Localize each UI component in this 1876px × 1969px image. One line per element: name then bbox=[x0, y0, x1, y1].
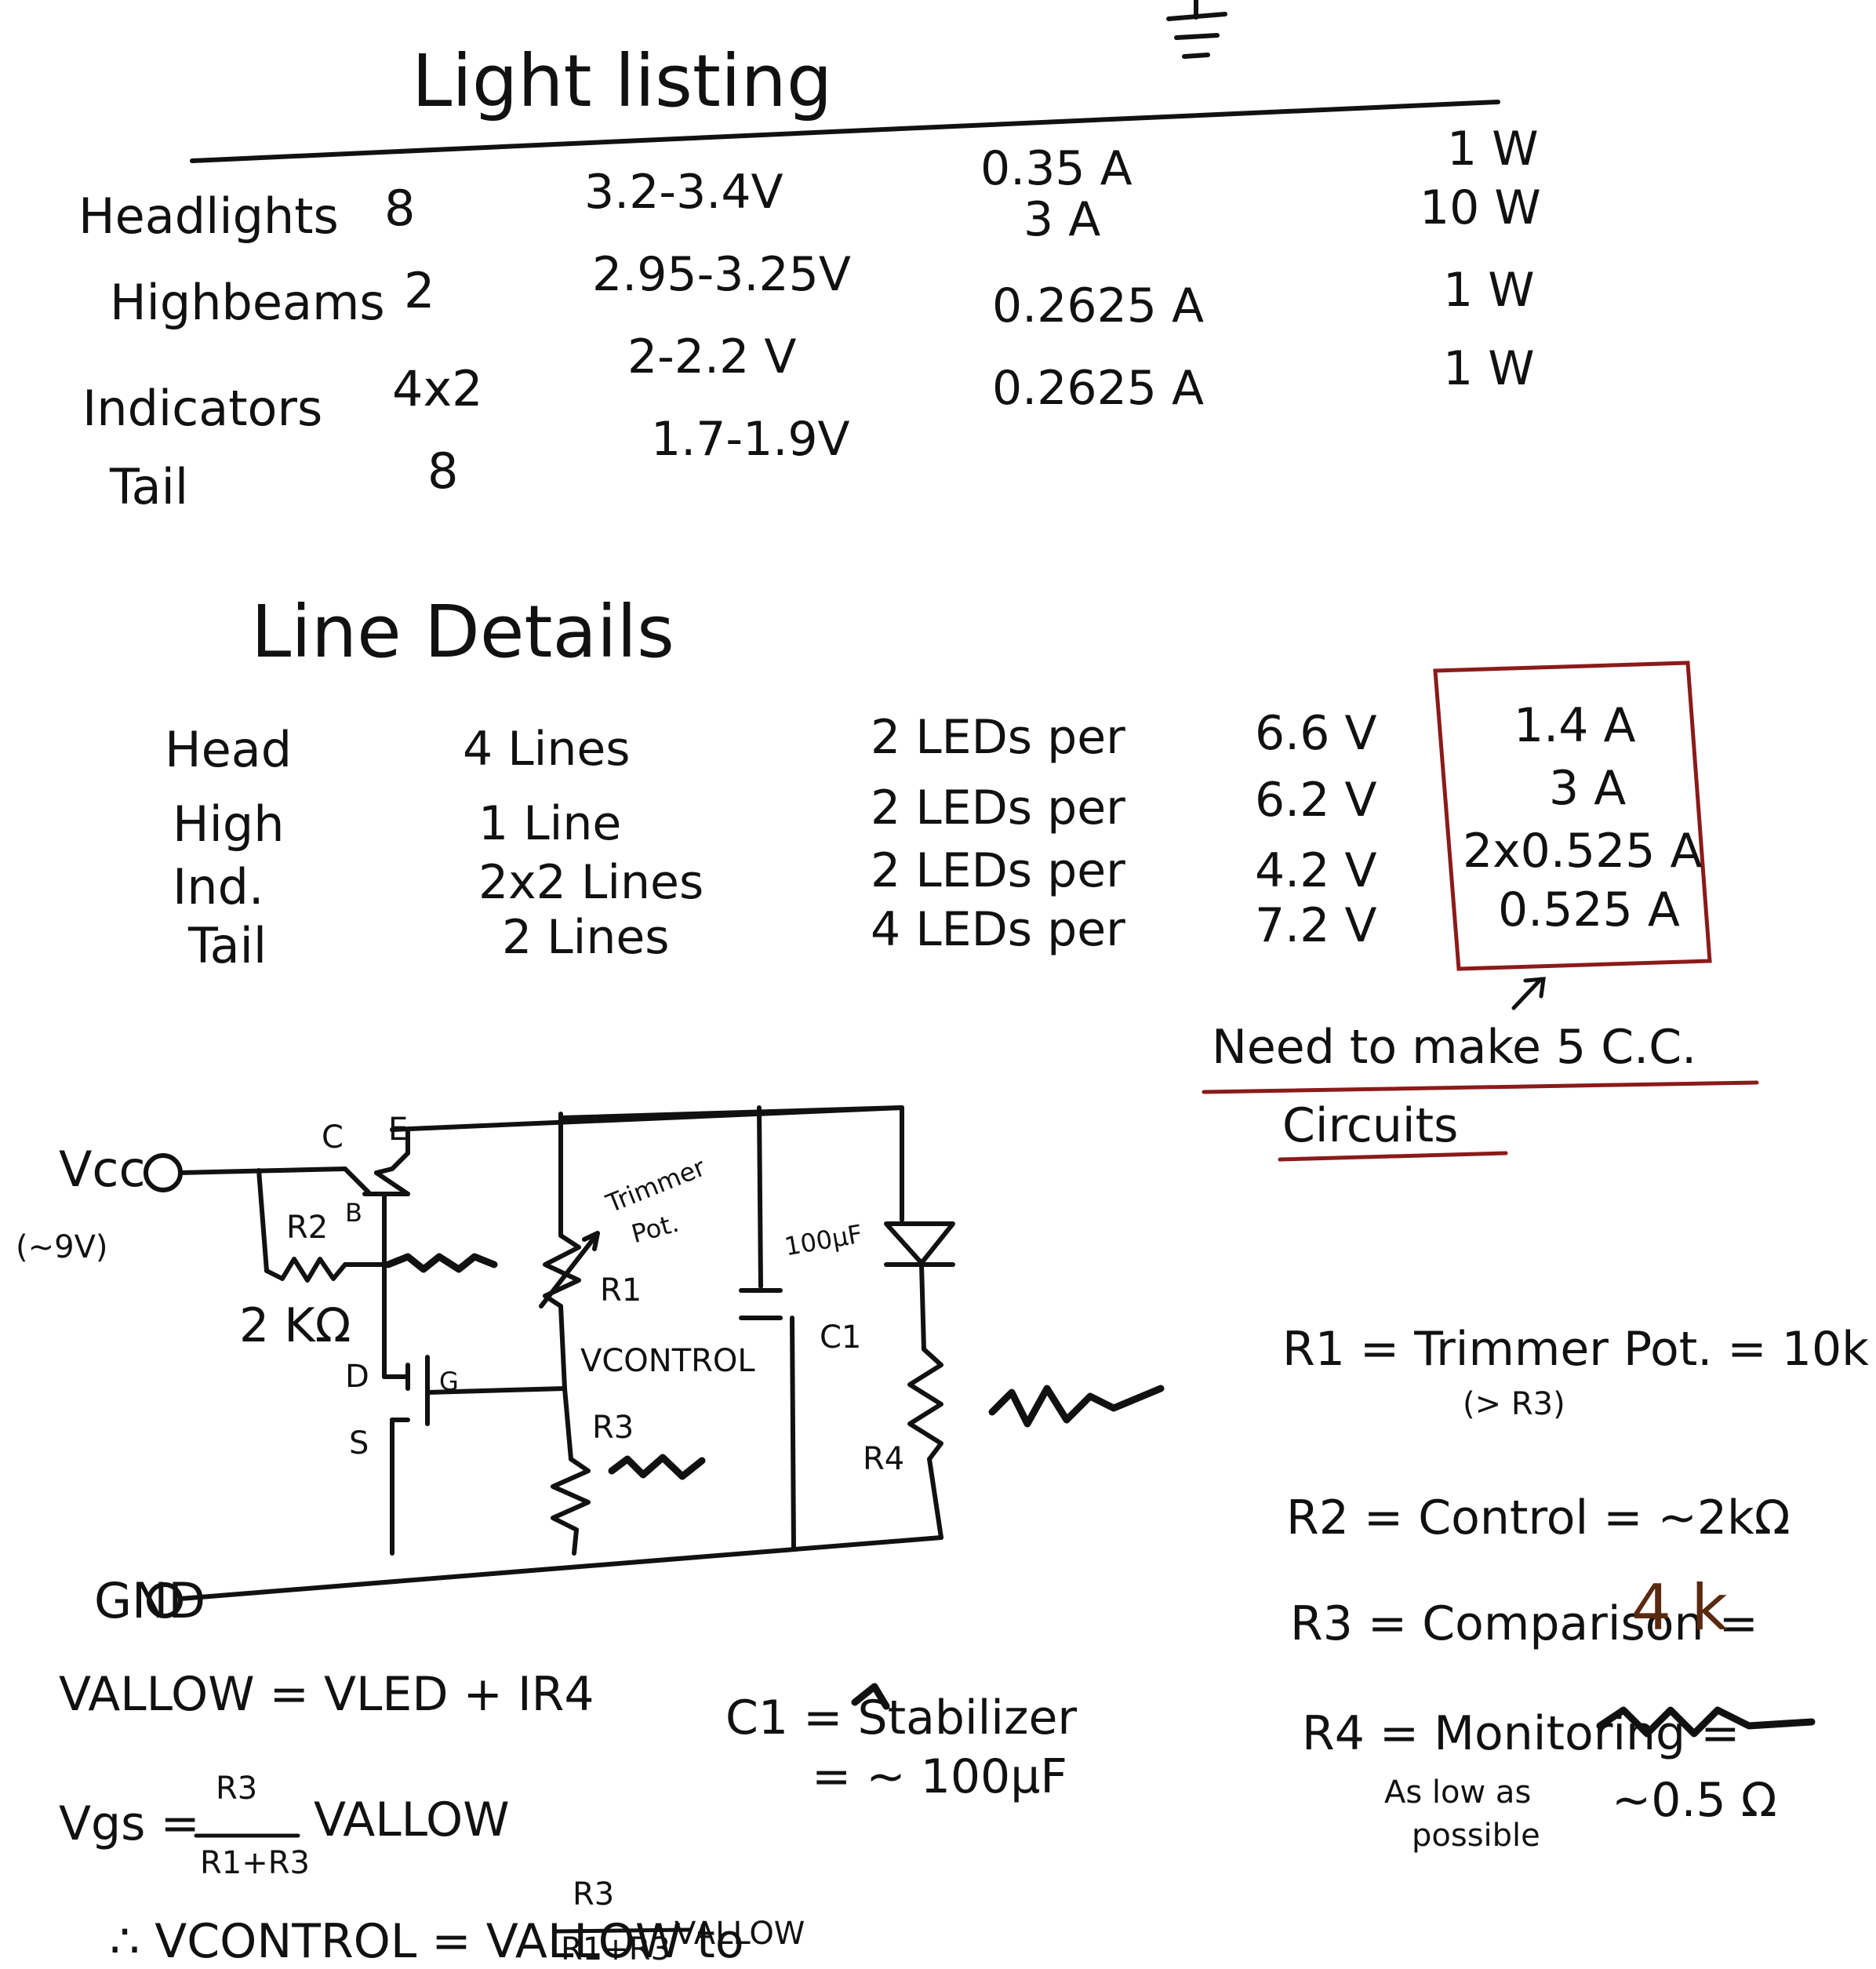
vgs-denominator: R1+R3 bbox=[200, 1845, 310, 1881]
line-row-name: Ind. bbox=[173, 858, 264, 915]
vcontrol-denominator: R1+R3 bbox=[561, 1931, 671, 1967]
c1-equation-line1: C1 = Stabilizer bbox=[725, 1691, 1078, 1745]
light-row-count: 8 bbox=[384, 180, 416, 237]
emitter-label: E bbox=[388, 1112, 409, 1148]
arrow-icon bbox=[1511, 977, 1546, 1010]
vgs-equation-left: Vgs = bbox=[59, 1796, 200, 1851]
light-row-count: 8 bbox=[427, 442, 459, 500]
light-row-count: 2 bbox=[404, 262, 435, 319]
line-row-name: High bbox=[173, 795, 285, 853]
cc-note-line2: Circuits bbox=[1282, 1098, 1459, 1153]
line-row-current: 2x0.525 A bbox=[1463, 824, 1703, 879]
vcc-label: Vcc bbox=[59, 1141, 146, 1198]
line-row-voltage: 6.6 V bbox=[1255, 706, 1377, 761]
r4-definition: R4 = Monitoring = bbox=[1302, 1706, 1740, 1761]
r3-value: 4 k bbox=[1631, 1571, 1728, 1644]
line-row-leds: 4 LEDs per bbox=[871, 902, 1125, 957]
line-row-leds: 2 LEDs per bbox=[871, 843, 1125, 898]
base-label: B bbox=[345, 1198, 362, 1228]
vgs-equation-right: VALLOW bbox=[314, 1792, 510, 1847]
r1-definition: R1 = Trimmer Pot. = 10k bbox=[1282, 1322, 1869, 1377]
vgs-numerator: R3 bbox=[216, 1771, 258, 1807]
vallow-equation: VALLOW = VLED + IR4 bbox=[59, 1667, 594, 1722]
r4-note-line1: As low as bbox=[1384, 1774, 1532, 1811]
r1-label: R1 bbox=[600, 1272, 642, 1308]
line-row-current: 3 A bbox=[1549, 761, 1627, 816]
line-row-lines: 4 Lines bbox=[463, 722, 631, 777]
source-label: S bbox=[349, 1425, 369, 1461]
r3-definition: R3 = Comparison = bbox=[1290, 1596, 1758, 1651]
gnd-label: GND bbox=[94, 1572, 206, 1629]
gate-label: G bbox=[439, 1367, 459, 1396]
line-row-voltage: 7.2 V bbox=[1255, 898, 1377, 953]
r2-value: 2 KΩ bbox=[239, 1298, 351, 1353]
light-row-name: Headlights bbox=[78, 187, 339, 245]
r3-label: R3 bbox=[592, 1410, 634, 1446]
light-row-power: 1 W bbox=[1443, 263, 1535, 318]
ground-symbol-icon bbox=[1166, 0, 1227, 59]
line-row-lines: 1 Line bbox=[478, 796, 622, 851]
cc-note-line1: Need to make 5 C.C. bbox=[1212, 1020, 1697, 1075]
line-details-title: Line Details bbox=[251, 590, 674, 674]
r2-label: R2 bbox=[286, 1210, 329, 1246]
r4-value: ~0.5 Ω bbox=[1612, 1773, 1777, 1828]
light-row-voltage: 1.7-1.9V bbox=[651, 412, 850, 467]
note-underline-2 bbox=[1278, 1151, 1508, 1162]
line-row-current: 1.4 A bbox=[1514, 698, 1636, 753]
line-row-voltage: 4.2 V bbox=[1255, 843, 1377, 898]
light-listing-title: Light listing bbox=[412, 39, 833, 123]
light-row-current: 3 A bbox=[1023, 192, 1101, 247]
light-row-power: 1 W bbox=[1447, 122, 1539, 177]
light-listing-underline bbox=[190, 100, 1500, 163]
line-row-name: Head bbox=[165, 721, 293, 778]
vcontrol-fraction-bar bbox=[554, 1927, 693, 1934]
light-row-count: 4x2 bbox=[392, 360, 483, 417]
note-underline-1 bbox=[1202, 1080, 1759, 1094]
vcc-value: (~9V) bbox=[16, 1229, 108, 1265]
light-row-name: Tail bbox=[110, 458, 189, 515]
r1-constraint: (> R3) bbox=[1463, 1386, 1565, 1422]
light-row-current: 0.35 A bbox=[980, 141, 1133, 196]
scribble-marks bbox=[384, 1253, 1816, 1738]
r2-definition: R2 = Control = ~2kΩ bbox=[1286, 1490, 1791, 1545]
light-row-voltage: 3.2-3.4V bbox=[584, 165, 783, 220]
light-row-name: Highbeams bbox=[110, 274, 385, 331]
r4-note-line2: possible bbox=[1412, 1818, 1540, 1854]
circuit-wires bbox=[144, 1105, 955, 1618]
collector-label: C bbox=[322, 1119, 344, 1156]
drain-label: D bbox=[345, 1359, 369, 1395]
line-row-voltage: 6.2 V bbox=[1255, 773, 1377, 828]
line-row-lines: 2 Lines bbox=[502, 910, 670, 965]
r4-label: R4 bbox=[863, 1441, 905, 1477]
line-row-leds: 2 LEDs per bbox=[871, 710, 1125, 765]
c1-equation-line2: = ~ 100µF bbox=[812, 1749, 1067, 1804]
line-row-name: Tail bbox=[188, 917, 267, 974]
c1-label: C1 bbox=[820, 1319, 862, 1356]
light-row-current: 0.2625 A bbox=[992, 278, 1205, 333]
vcontrol-equation-right: VALLOW bbox=[674, 1916, 805, 1952]
vcontrol-numerator: R3 bbox=[573, 1876, 615, 1913]
light-row-voltage: 2-2.2 V bbox=[627, 329, 797, 384]
line-row-current: 0.525 A bbox=[1498, 883, 1680, 937]
light-row-power: 10 W bbox=[1420, 180, 1541, 235]
current-summary-box bbox=[1433, 661, 1712, 971]
light-row-power: 1 W bbox=[1443, 341, 1535, 396]
line-row-lines: 2x2 Lines bbox=[478, 855, 704, 910]
vcontrol-node-label: VCONTROL bbox=[580, 1343, 755, 1379]
light-row-name: Indicators bbox=[82, 380, 323, 437]
light-row-current: 0.2625 A bbox=[992, 361, 1205, 416]
line-row-leds: 2 LEDs per bbox=[871, 781, 1125, 835]
light-row-voltage: 2.95-3.25V bbox=[592, 247, 851, 302]
vcontrol-equation-left: ∴ VCONTROL = VALLOW to bbox=[110, 1914, 744, 1969]
